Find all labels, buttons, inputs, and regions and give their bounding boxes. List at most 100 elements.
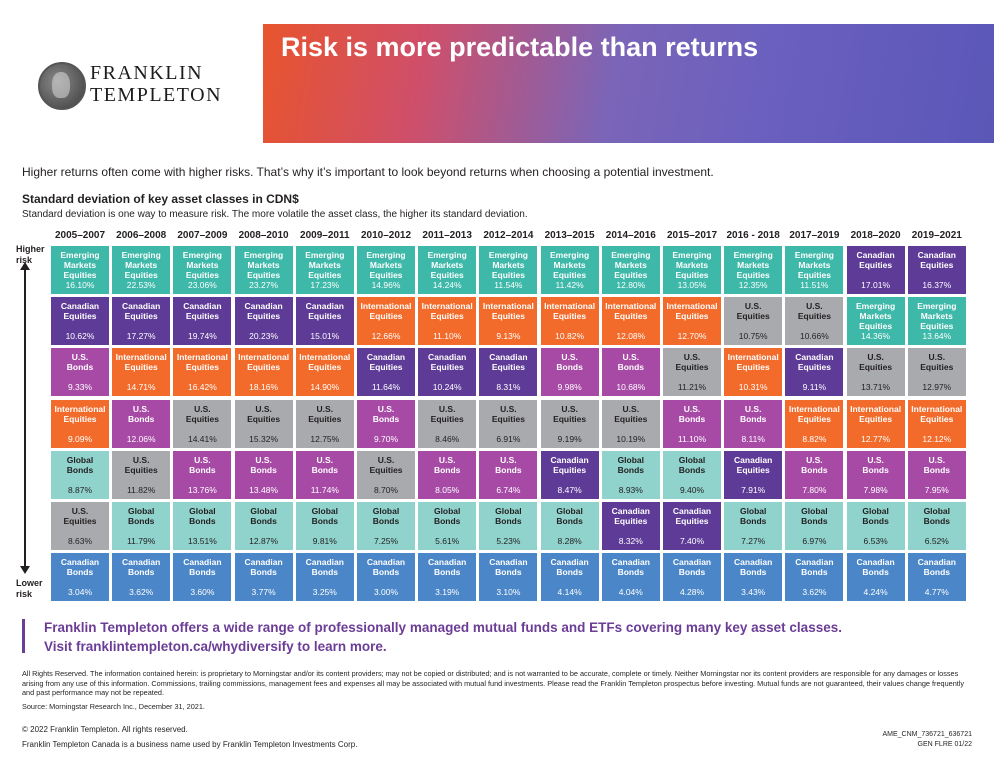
asset-class-label: Canadian Bonds [734,557,773,578]
asset-class-label: Canadian Bonds [366,557,406,578]
asset-class-label: U.S. Equities [491,403,525,424]
asset-class-label: U.S. Equities [430,403,464,424]
asset-class-label: Global Bonds [189,506,216,526]
asset-cell: International Equities 12.12% [907,399,966,448]
higher-risk-line2: risk [16,255,33,265]
std-dev-value: 16.10% [65,280,95,290]
std-dev-value: 12.08% [616,331,646,342]
std-dev-value: 14.24% [432,280,462,290]
std-dev-value: 12.06% [126,433,156,444]
asset-cell: International Equities 14.90% [295,348,354,397]
asset-class-label: U.S. Equities [553,403,587,424]
asset-class-label: Canadian Bonds [305,557,344,578]
std-dev-value: 11.54% [494,280,523,290]
std-dev-value: 8.70% [373,484,399,495]
asset-cell: Emerging Markets Equities 14.96% [357,246,415,294]
asset-cell: International Equities 12.66% [357,297,415,346]
asset-cell: Canadian Equities 9.11% [785,348,844,397]
asset-class-label: Canadian Equities [795,352,834,373]
asset-cell: Canadian Equities 16.37% [907,246,966,294]
asset-cell: Global Bonds 9.40% [663,450,721,499]
std-dev-value: 13.64% [922,331,952,342]
asset-cell: International Equities 12.70% [663,297,721,346]
std-dev-value: 5.23% [496,536,521,546]
asset-class-label: U.S. Bonds [66,352,94,373]
asset-cell: Canadian Equities 20.23% [234,297,293,346]
asset-class-label: Canadian Bonds [60,557,100,578]
brand-name-line1: FRANKLIN [90,62,204,84]
period-header: 2011–2013 [422,230,472,241]
asset-class-label: International Equities [788,403,840,424]
asset-class-label: U.S. Bonds [923,454,951,475]
asset-class-label: Emerging Markets Equities [427,250,467,280]
asset-cell: Emerging Markets Equities 11.54% [479,246,538,294]
std-dev-value: 8.63% [67,536,93,546]
asset-cell: U.S. Bonds 7.80% [785,450,844,499]
asset-class-label: Canadian Equities [734,454,773,475]
asset-cell: Global Bonds 6.97% [785,502,844,550]
std-dev-value: 6.97% [802,536,827,546]
std-dev-value: 7.80% [802,484,827,495]
asset-class-label: Global Bonds [739,506,767,526]
std-dev-value: 18.16% [249,382,279,393]
asset-class-label: Canadian Bonds [795,557,834,578]
asset-class-label: Emerging Markets Equities [549,250,590,280]
asset-cell: Global Bonds 7.25% [357,502,415,550]
page-title: Risk is more predictable than returns [281,32,759,62]
asset-class-label: International Equities [176,352,228,373]
std-dev-value: 3.43% [741,587,766,598]
asset-class-label: International Equities [238,352,290,373]
std-dev-value: 11.79% [127,536,156,546]
std-dev-value: 12.70% [677,331,707,342]
std-dev-value: 9.40% [679,484,705,495]
asset-cell: U.S. Equities 10.75% [724,297,783,346]
std-dev-value: 12.77% [861,433,891,444]
asset-cell: Canadian Equities 10.62% [51,297,109,346]
asset-cell: Emerging Markets Equities 14.36% [846,297,905,346]
asset-class-label: Global Bonds [250,506,277,526]
std-dev-value: 7.91% [741,484,766,495]
asset-cell: Emerging Markets Equities 11.42% [540,246,599,294]
asset-class-label: Canadian Bonds [122,557,161,578]
asset-class-label: Global Bonds [617,454,645,475]
asset-class-label: Canadian Bonds [428,557,467,578]
lower-risk-label: Lower risk [16,578,43,600]
cta-line2-link[interactable]: Visit franklintempleton.ca/whydiversify … [44,639,387,654]
asset-cell: Emerging Markets Equities 11.51% [785,246,844,294]
std-dev-value: 11.74% [310,484,339,495]
std-dev-value: 3.77% [251,587,276,598]
asset-class-label: U.S. Bonds [678,403,706,424]
asset-class-label: International Equities [115,352,167,373]
business-name-note: Franklin Templeton Canada is a business … [22,740,358,749]
asset-class-label: U.S. Equities [308,403,342,424]
asset-cell: Global Bonds 9.81% [295,502,354,550]
asset-class-label: Emerging Markets Equities [611,250,651,280]
asset-cell: International Equities 11.10% [418,297,477,346]
arrow-up-icon [20,262,30,270]
asset-cell: International Equities 10.82% [540,297,599,346]
asset-cell: Canadian Bonds 4.14% [540,553,599,602]
std-dev-value: 8.93% [618,484,643,495]
std-dev-value: 13.71% [861,382,891,393]
header-banner: Risk is more predictable than returns [263,24,994,143]
std-dev-value: 9.13% [496,331,521,342]
std-dev-value: 14.36% [861,331,891,342]
asset-cell: U.S. Equities 12.97% [907,348,966,397]
std-dev-value: 11.10% [433,331,462,342]
asset-cell: Canadian Bonds 3.04% [51,553,109,602]
std-dev-value: 12.75% [310,433,340,444]
asset-class-label: Global Bonds [495,506,522,526]
asset-cell: Emerging Markets Equities 12.80% [601,246,660,294]
asset-cell: Canadian Bonds 3.00% [357,553,415,602]
std-dev-value: 13.48% [249,484,279,495]
asset-class-label: Canadian Bonds [183,557,222,578]
asset-cell: Canadian Equities 15.01% [295,297,354,346]
asset-cell: Canadian Equities 17.01% [846,246,905,294]
asset-class-label: International Equities [299,352,351,373]
std-dev-value: 11.51% [800,280,829,290]
std-dev-value: 10.68% [616,382,646,393]
asset-class-label: International Equities [727,352,779,373]
std-dev-value: 23.27% [249,280,279,290]
higher-risk-line1: Higher [16,244,45,254]
asset-class-label: International Equities [544,301,596,322]
